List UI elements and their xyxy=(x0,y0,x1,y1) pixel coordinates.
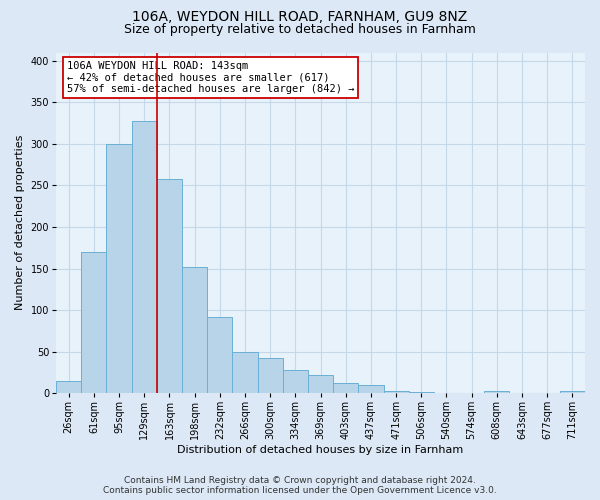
Bar xyxy=(560,392,585,393)
Bar xyxy=(106,144,131,393)
Bar xyxy=(308,375,333,393)
X-axis label: Distribution of detached houses by size in Farnham: Distribution of detached houses by size … xyxy=(178,445,464,455)
Text: Contains HM Land Registry data © Crown copyright and database right 2024.
Contai: Contains HM Land Registry data © Crown c… xyxy=(103,476,497,495)
Bar xyxy=(257,358,283,393)
Bar xyxy=(409,392,434,393)
Bar xyxy=(182,267,207,393)
Bar xyxy=(207,316,232,393)
Bar xyxy=(157,179,182,393)
Bar xyxy=(283,370,308,393)
Bar xyxy=(383,392,409,393)
Bar xyxy=(333,383,358,393)
Text: Size of property relative to detached houses in Farnham: Size of property relative to detached ho… xyxy=(124,22,476,36)
Y-axis label: Number of detached properties: Number of detached properties xyxy=(15,135,25,310)
Bar xyxy=(232,352,257,393)
Bar xyxy=(358,385,383,393)
Bar xyxy=(484,392,509,393)
Text: 106A WEYDON HILL ROAD: 143sqm
← 42% of detached houses are smaller (617)
57% of : 106A WEYDON HILL ROAD: 143sqm ← 42% of d… xyxy=(67,61,354,94)
Bar xyxy=(82,252,106,393)
Bar xyxy=(131,120,157,393)
Bar xyxy=(56,380,82,393)
Text: 106A, WEYDON HILL ROAD, FARNHAM, GU9 8NZ: 106A, WEYDON HILL ROAD, FARNHAM, GU9 8NZ xyxy=(133,10,467,24)
